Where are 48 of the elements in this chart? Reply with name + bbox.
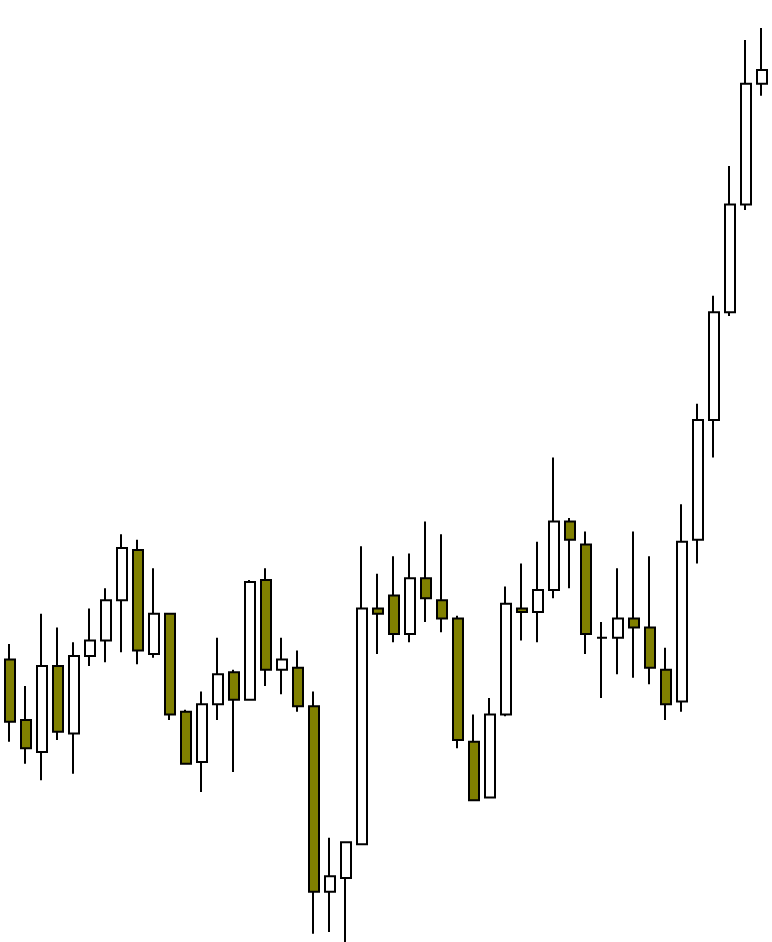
candlestick: [388, 555, 400, 644]
candlestick: [404, 552, 416, 644]
candlestick: [212, 636, 224, 721]
candlestick: [244, 579, 256, 701]
candlestick: [292, 649, 304, 713]
candlestick: [340, 841, 352, 942]
candlestick: [196, 690, 208, 794]
candlestick: [756, 27, 768, 97]
candlestick: [436, 533, 448, 634]
candlestick: [260, 567, 272, 688]
candlestick: [324, 836, 336, 933]
candlestick: [36, 612, 48, 782]
candlestick: [516, 562, 528, 642]
candlestick: [532, 540, 544, 644]
candlestick: [180, 708, 192, 765]
candlestick: [708, 294, 720, 459]
candlestick: [612, 567, 624, 676]
candlestick: [644, 555, 656, 686]
candlestick: [100, 587, 112, 664]
candlestick: [548, 456, 560, 600]
candlestick: [740, 38, 752, 211]
candlestick: [628, 530, 640, 679]
candlestick: [484, 696, 496, 799]
candlestick: [20, 685, 32, 765]
candlestick: [564, 516, 576, 590]
candlestick: [580, 530, 592, 656]
candlestick: [452, 614, 464, 750]
candlestick: [84, 607, 96, 667]
candlestick: [596, 621, 608, 699]
candlestick: [4, 643, 16, 743]
candlestick: [660, 646, 672, 721]
candlestick: [52, 626, 64, 742]
candlestick: [164, 612, 176, 721]
candlestick: [420, 520, 432, 624]
candlestick: [500, 585, 512, 718]
candlestick: [116, 533, 128, 654]
candlestick: [372, 572, 384, 656]
candlestick: [276, 636, 288, 696]
candlestick: [692, 402, 704, 565]
candlestick: [676, 503, 688, 713]
candlestick: [724, 165, 736, 317]
candlestick: [132, 538, 144, 666]
candlestick: [468, 713, 480, 802]
candlestick: [356, 545, 368, 846]
candlestick: [308, 690, 320, 935]
candlestick: [68, 641, 80, 775]
candlestick: [148, 567, 160, 659]
candlestick: [228, 668, 240, 773]
